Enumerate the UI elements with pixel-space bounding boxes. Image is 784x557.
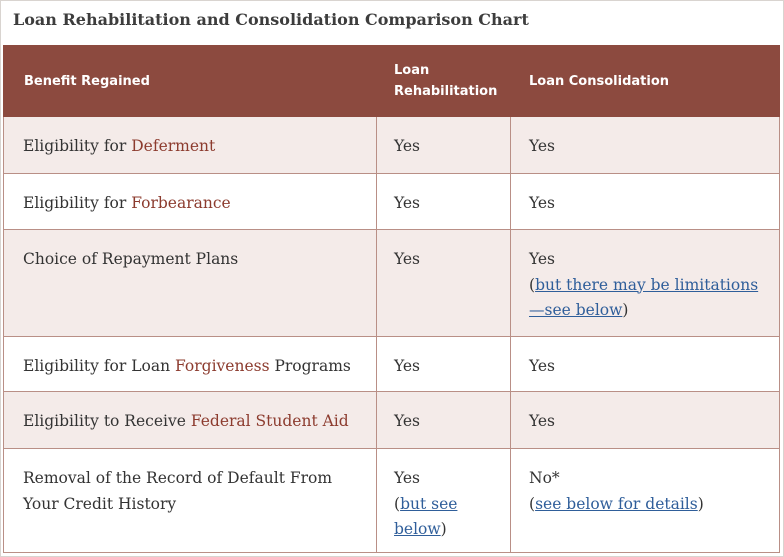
header-rehab-line1: Loan <box>394 63 430 78</box>
see-below-for-details-link[interactable]: see below for details <box>535 494 698 513</box>
benefit-cell: Eligibility for Forbearance <box>3 173 377 230</box>
rehab-cell: Yes <box>376 173 511 230</box>
term-forgiveness: Forgiveness <box>175 357 270 375</box>
benefit-line1: Removal of the Record of Default From <box>23 469 333 487</box>
benefit-text: Eligibility for <box>23 194 132 212</box>
link-line1: but there may be limitations <box>535 275 759 294</box>
link-line2: below <box>394 520 441 538</box>
header-row: Benefit Regained Loan Rehabilitation Loan… <box>3 45 780 117</box>
consolidation-cell: Yes <box>510 173 780 230</box>
benefit-cell: Eligibility for Loan Forgiveness Program… <box>3 336 377 392</box>
header-loan-consolidation: Loan Consolidation <box>510 45 780 117</box>
term-forbearance: Forbearance <box>131 194 231 212</box>
benefit-line2: Your Credit History <box>23 494 177 513</box>
consolidation-cell: Yes <box>510 116 780 174</box>
paren-close: ) <box>697 494 704 513</box>
rehab-cell: Yes <box>376 336 511 392</box>
paren-close: ) <box>622 301 629 319</box>
table-row: Eligibility to Receive Federal Student A… <box>3 391 780 449</box>
table-row: Eligibility for Deferment Yes Yes <box>3 116 780 174</box>
consolidation-cell: Yes <box>510 391 780 449</box>
link-line1: but see <box>400 494 458 513</box>
rehab-cell: Yes <box>376 116 511 174</box>
paren-open: ( <box>529 275 536 294</box>
table-row: Eligibility for Forbearance Yes Yes <box>3 173 780 230</box>
paren-open: ( <box>394 494 401 513</box>
header-loan-rehabilitation: Loan Rehabilitation <box>376 45 511 117</box>
limitations-link[interactable]: but there may be limitations —see below <box>529 276 758 320</box>
consolidation-cell: Yes (but there may be limitations —see bel… <box>510 229 780 337</box>
paren-close: ) <box>440 520 447 538</box>
consolidation-cell: No* (see below for details) <box>510 448 780 553</box>
term-deferment: Deferment <box>131 137 216 155</box>
benefit-cell: Choice of Repayment Plans <box>3 229 377 337</box>
link-line2: —see below <box>529 301 623 319</box>
see-below-link[interactable]: but see below <box>394 495 457 539</box>
benefit-text: Eligibility for <box>23 137 132 155</box>
comparison-table: Benefit Regained Loan Rehabilitation Loan… <box>3 45 780 553</box>
benefit-text-post: Programs <box>269 357 351 375</box>
paren-open: ( <box>529 494 536 513</box>
table-row: Choice of Repayment Plans Yes Yes (but th… <box>3 229 780 337</box>
table-row: Removal of the Record of Default From You… <box>3 448 780 553</box>
header-benefit-regained: Benefit Regained <box>3 45 377 117</box>
rehab-cell: Yes (but see below) <box>376 448 511 553</box>
term-federal-student-aid: Federal Student Aid <box>190 412 349 430</box>
benefit-text: Eligibility for Loan <box>23 357 175 375</box>
chart-title: Loan Rehabilitation and Consolidation Co… <box>13 10 529 29</box>
rehab-cell: Yes <box>376 391 511 449</box>
benefit-text: Eligibility to Receive <box>23 412 191 430</box>
rehab-cell: Yes <box>376 229 511 337</box>
rehab-value: Yes <box>394 469 421 487</box>
benefit-cell: Eligibility to Receive Federal Student A… <box>3 391 377 449</box>
benefit-cell: Removal of the Record of Default From You… <box>3 448 377 553</box>
header-rehab-line2: Rehabilitation <box>394 84 498 99</box>
consolidation-cell: Yes <box>510 336 780 392</box>
consolidation-value: No* <box>529 469 560 487</box>
consolidation-value: Yes <box>529 250 556 268</box>
table-row: Eligibility for Loan Forgiveness Program… <box>3 336 780 392</box>
benefit-cell: Eligibility for Deferment <box>3 116 377 174</box>
